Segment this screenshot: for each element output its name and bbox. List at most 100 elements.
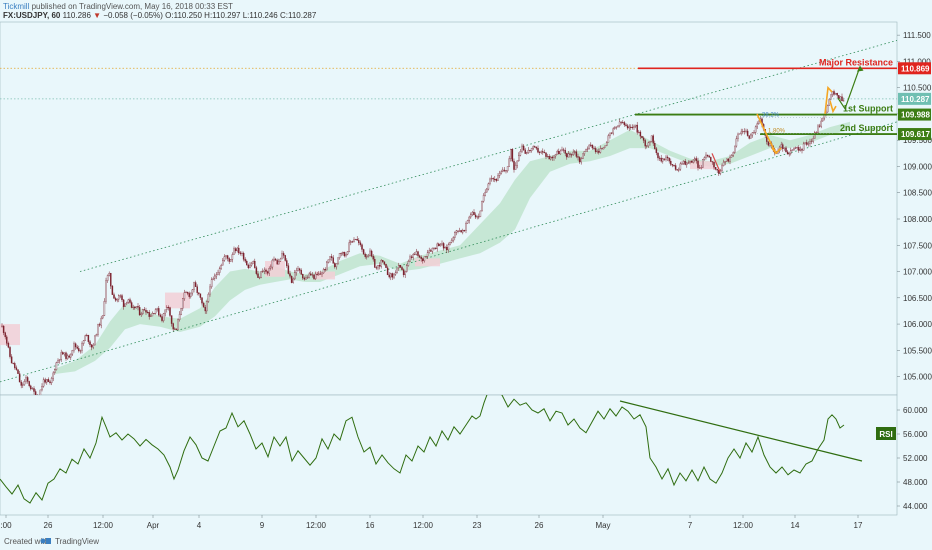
candle-body (350, 241, 352, 243)
candle-body (454, 232, 456, 238)
candle-body (698, 167, 701, 169)
swing-arrow-down (756, 113, 777, 154)
candle-body (785, 147, 787, 153)
candle-body (601, 148, 603, 150)
published-text: published on TradingView.com, May 16, 20… (31, 2, 233, 11)
candle-body (87, 334, 90, 342)
candle-body (530, 147, 533, 152)
author-link[interactable]: Tickmill (3, 2, 30, 11)
candle-body (306, 277, 309, 279)
candle-body (212, 278, 214, 281)
candle-body (522, 145, 525, 151)
candle-body (721, 165, 723, 171)
candle-body (602, 147, 605, 150)
candle-body (266, 271, 269, 274)
candle-body (590, 144, 592, 146)
candle-body (74, 343, 77, 348)
candle-body (84, 335, 86, 341)
candle-body (346, 251, 349, 255)
candle-body (175, 328, 178, 330)
candle-body (638, 131, 640, 133)
rsi-tick-label: 48.000 (903, 478, 928, 487)
candle-body (633, 125, 635, 128)
candle-body (695, 158, 698, 162)
candle-body (382, 260, 384, 262)
candle-body (820, 120, 822, 127)
candle-body (265, 269, 267, 272)
candle-body (756, 123, 758, 128)
candle-body (2, 325, 5, 333)
time-tick-label: May (595, 521, 610, 530)
candle-body (606, 142, 608, 146)
candle-body (567, 153, 570, 158)
price-tick-label: 106.000 (903, 320, 932, 329)
candle-body (361, 244, 363, 250)
candle-body (574, 151, 576, 153)
candle-body (308, 273, 310, 278)
candle-body (76, 346, 78, 349)
candle-body (618, 121, 621, 126)
candle-body (750, 134, 752, 139)
candle-body (180, 308, 182, 315)
candle-body (369, 250, 371, 256)
candle-body (476, 216, 478, 218)
candle-body (663, 158, 666, 160)
candle-body (399, 265, 402, 268)
candle-body (225, 255, 227, 257)
candle-body (330, 256, 333, 258)
candle-body (10, 356, 13, 364)
candle-body (465, 223, 467, 231)
candle-body (137, 305, 139, 308)
candle-body (498, 172, 501, 176)
candle-body (753, 132, 755, 134)
candle-body (46, 379, 48, 383)
candle-body (439, 244, 442, 247)
projection-arrowhead (857, 65, 864, 72)
candle-body (545, 152, 547, 157)
candle-body (236, 247, 238, 252)
candle-body (364, 254, 366, 257)
candle-body (390, 273, 392, 278)
last-price-label: 110.286 (62, 11, 91, 20)
candle-body (329, 256, 331, 260)
candle-body (591, 144, 594, 149)
rsi-line (0, 395, 845, 504)
candle-body (513, 160, 515, 170)
candle-body (393, 273, 395, 278)
candle-body (751, 132, 754, 136)
time-tick-label: 17 (854, 521, 863, 530)
candle-body (455, 230, 458, 233)
time-tick-label: 12:00 (413, 521, 434, 530)
brand-label[interactable]: TradingView (55, 537, 100, 546)
candle-body (740, 131, 742, 134)
candle-body (119, 295, 122, 297)
candle-body (247, 264, 250, 269)
candle-body (47, 379, 50, 382)
candle-body (20, 381, 22, 386)
candle-body (526, 152, 528, 154)
candle-body (812, 138, 814, 142)
candle-body (153, 312, 155, 314)
candle-body (158, 308, 160, 316)
cloud-bearish (0, 324, 20, 346)
time-tick-label: 9 (260, 521, 265, 530)
candle-body (434, 247, 437, 249)
time-tick-label: 16 (366, 521, 375, 530)
price-tick-label: 108.000 (903, 215, 932, 224)
candle-body (422, 258, 424, 262)
candle-body (470, 214, 472, 218)
last-price-tag: 110.287 (901, 95, 930, 104)
candle-body (458, 230, 461, 232)
candle-body (167, 307, 170, 309)
candle-body (842, 100, 845, 102)
candle-body (15, 367, 18, 370)
rsi-tick-label: 60.000 (903, 406, 928, 415)
candle-body (604, 145, 606, 148)
candle-body (9, 347, 11, 357)
candle-body (210, 279, 213, 288)
time-tick-label: 4 (197, 521, 202, 530)
candle-body (444, 247, 446, 249)
candle-body (326, 261, 328, 271)
candle-body (783, 147, 786, 149)
